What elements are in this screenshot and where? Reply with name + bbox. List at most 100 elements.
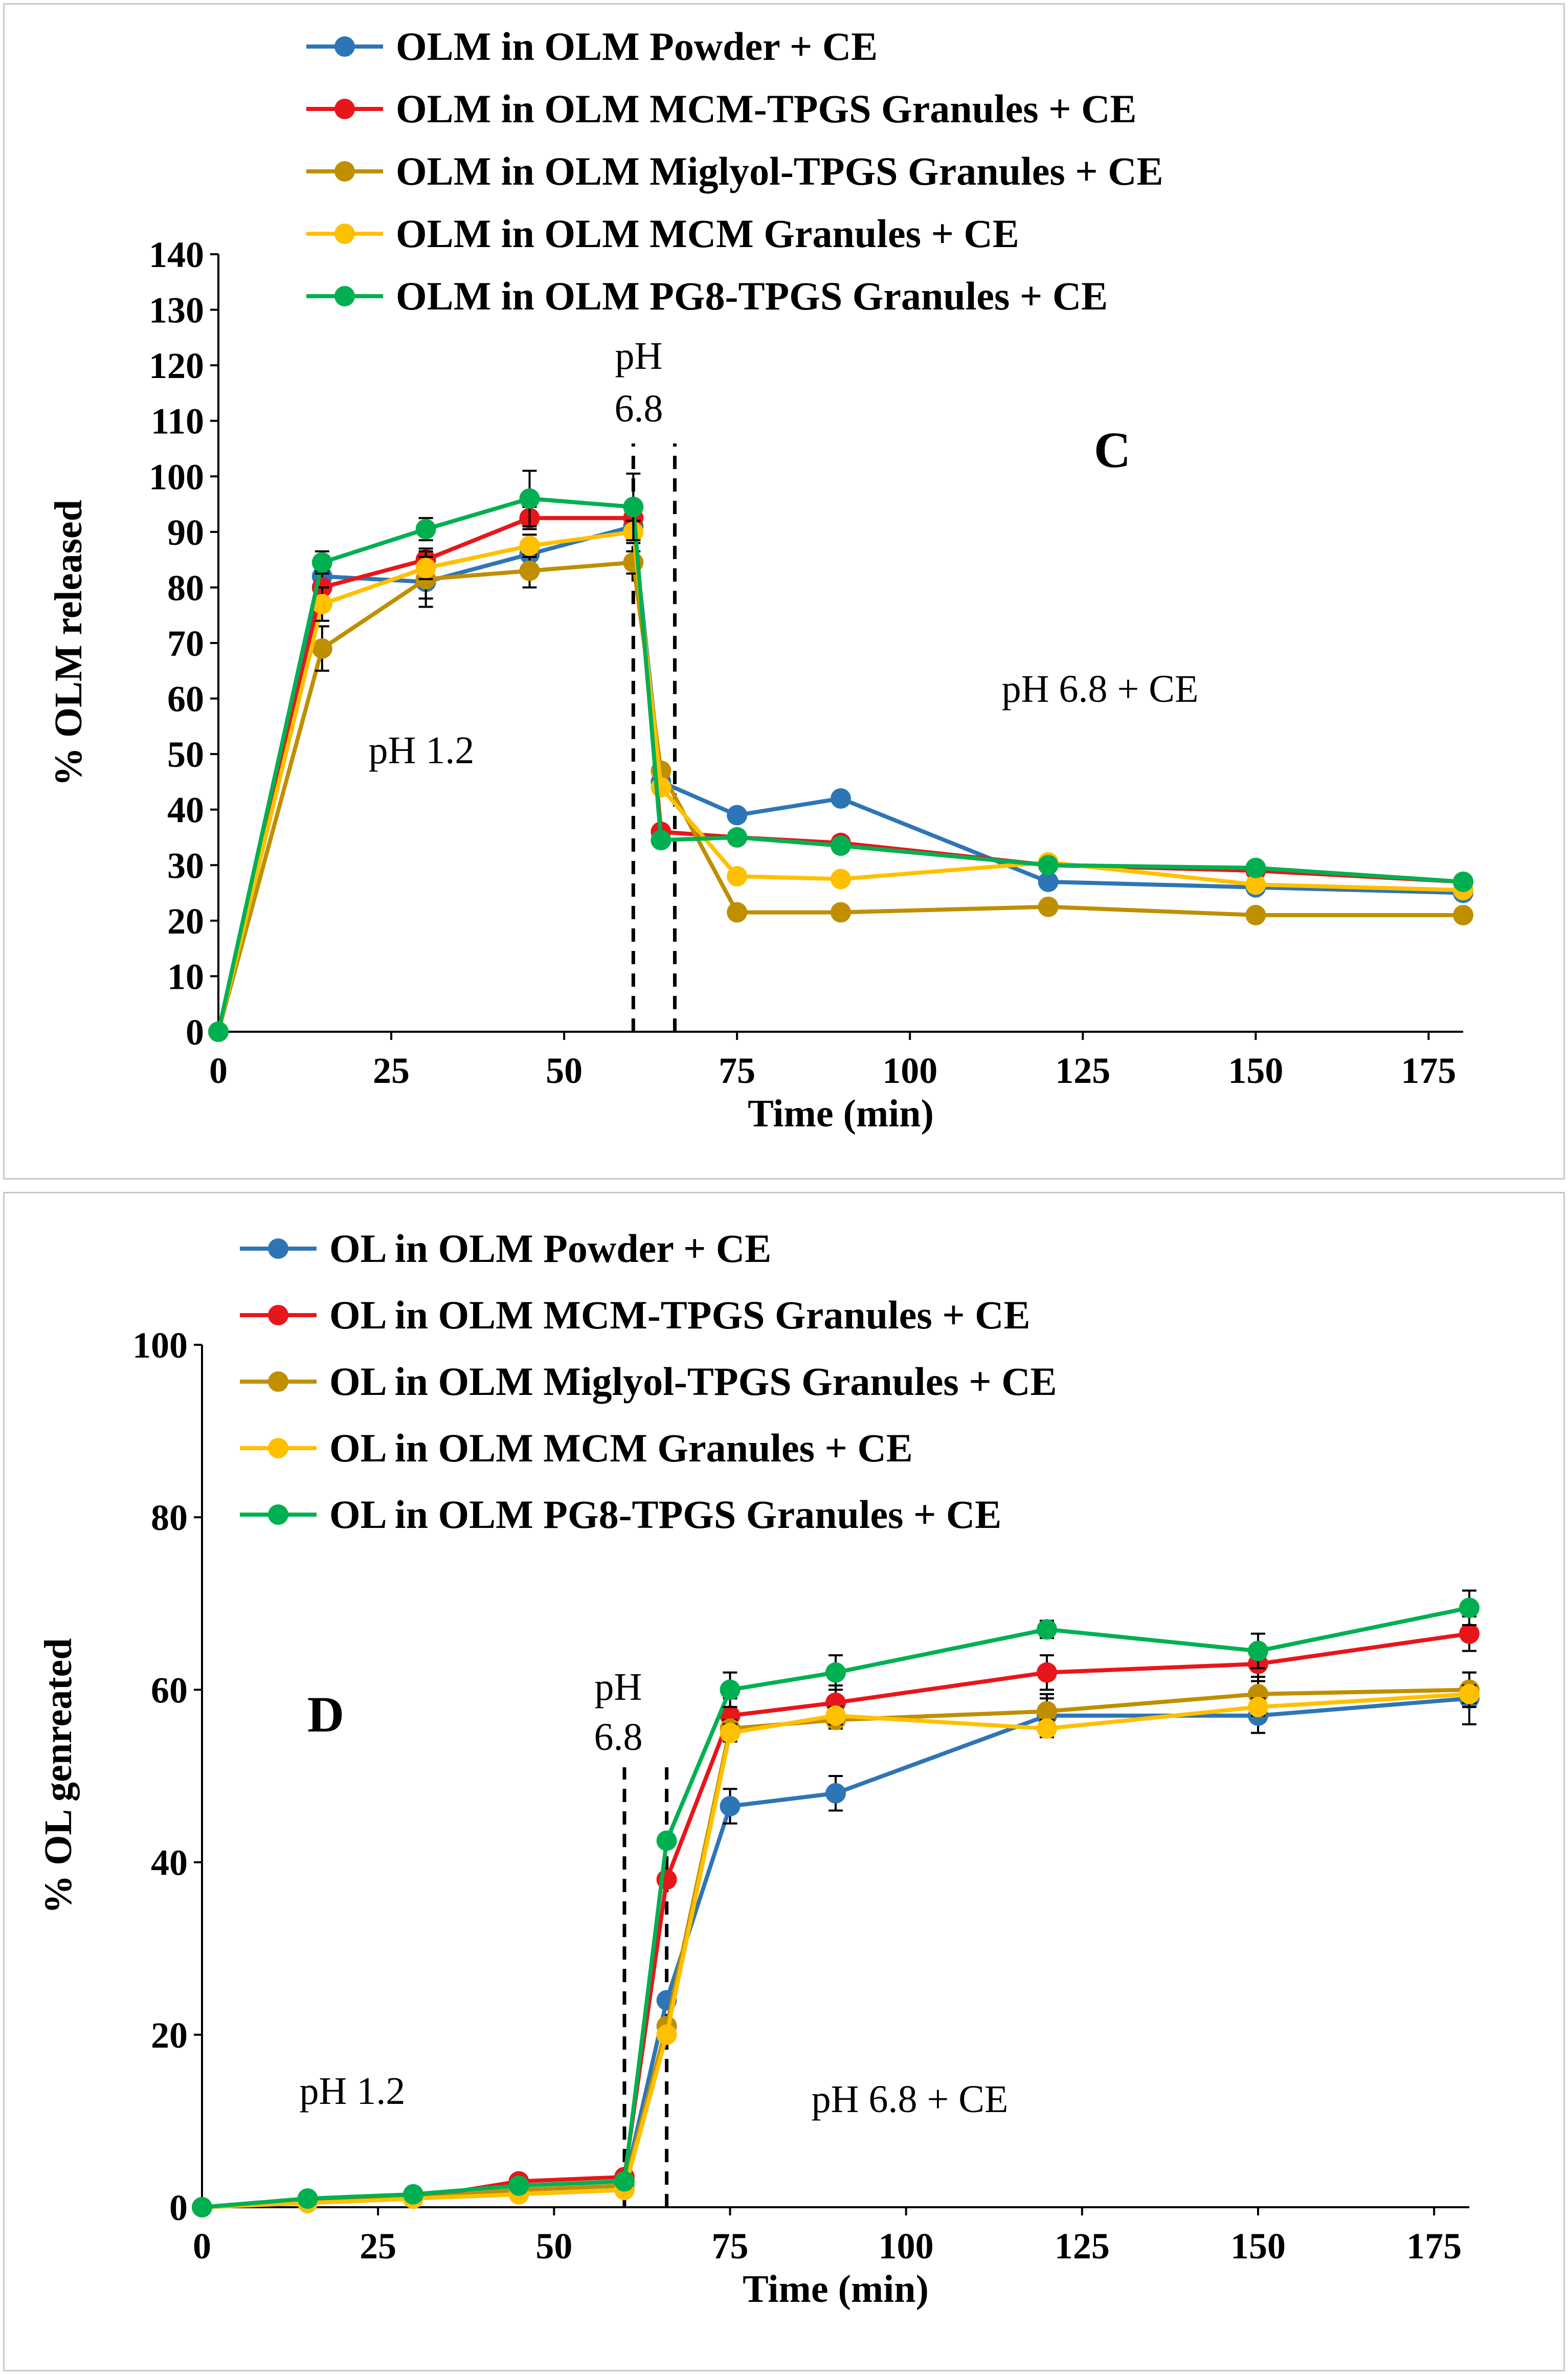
data-point xyxy=(415,558,436,579)
legend-swatch-marker xyxy=(268,1504,288,1525)
data-point xyxy=(651,777,671,798)
y-tick-label: 90 xyxy=(167,512,204,553)
data-point xyxy=(519,560,540,581)
y-tick-label: 40 xyxy=(151,1843,188,1883)
y-axis-title: % OLM released xyxy=(47,500,90,786)
data-point xyxy=(651,830,671,851)
data-point xyxy=(623,497,644,517)
ph-switch-label-line1: pH xyxy=(615,335,663,378)
legend-label: OLM in OLM MCM Granules + CE xyxy=(396,211,1019,256)
data-point xyxy=(1037,1701,1057,1722)
legend-swatch-marker xyxy=(334,224,355,244)
data-point xyxy=(727,827,748,848)
y-tick-label: 130 xyxy=(149,290,204,331)
data-point xyxy=(720,1796,741,1817)
data-point xyxy=(825,1783,846,1804)
data-point xyxy=(720,1722,741,1743)
data-point xyxy=(1037,1718,1057,1739)
x-tick-label: 0 xyxy=(209,1050,228,1091)
legend-swatch-marker xyxy=(334,286,355,306)
y-tick-label: 120 xyxy=(149,345,204,386)
data-point xyxy=(825,1662,846,1683)
panel-letter: D xyxy=(307,1686,344,1743)
x-tick-label: 125 xyxy=(1055,2226,1110,2267)
y-tick-label: 10 xyxy=(167,956,204,997)
data-point xyxy=(311,552,332,573)
y-tick-label: 80 xyxy=(167,567,204,608)
y-tick-label: 60 xyxy=(151,1670,188,1711)
y-tick-label: 110 xyxy=(151,401,204,442)
x-tick-label: 150 xyxy=(1230,2226,1286,2267)
data-point xyxy=(519,488,540,509)
data-point xyxy=(208,1022,229,1042)
ph-switch-label-line2: 6.8 xyxy=(615,387,663,430)
data-point xyxy=(1459,1683,1480,1704)
data-point xyxy=(1037,1662,1057,1683)
y-axis-title: % OL genreated xyxy=(37,1638,80,1914)
data-point xyxy=(311,638,332,659)
data-point xyxy=(1245,857,1266,878)
ph-switch-label-line2: 6.8 xyxy=(594,1716,643,1759)
x-axis-title: Time (min) xyxy=(743,2268,929,2311)
x-tick-label: 25 xyxy=(373,1050,410,1091)
ph-end-label: pH 6.8 + CE xyxy=(1002,668,1199,711)
data-point xyxy=(519,536,540,556)
y-tick-label: 20 xyxy=(151,2015,188,2056)
data-point xyxy=(831,869,851,890)
panel-letter: C xyxy=(1094,421,1131,478)
data-point xyxy=(1248,1640,1268,1661)
ph-start-label: pH 1.2 xyxy=(369,729,475,772)
data-point xyxy=(415,519,436,540)
x-tick-label: 0 xyxy=(193,2226,211,2267)
data-point xyxy=(1453,871,1473,892)
data-point xyxy=(508,2175,529,2196)
data-point xyxy=(720,1679,741,1700)
x-tick-label: 50 xyxy=(546,1050,583,1091)
data-point xyxy=(1245,874,1266,895)
data-point xyxy=(614,2171,635,2192)
data-point xyxy=(656,2024,677,2045)
legend-swatch-marker xyxy=(268,1438,288,1458)
y-tick-label: 100 xyxy=(149,456,204,497)
legend-label: OLM in OLM Powder + CE xyxy=(396,24,878,69)
data-point xyxy=(403,2184,423,2205)
ph-start-label: pH 1.2 xyxy=(300,2070,406,2113)
data-point xyxy=(831,788,851,809)
x-tick-label: 175 xyxy=(1401,1050,1456,1091)
x-tick-label: 150 xyxy=(1228,1050,1283,1091)
legend-label: OL in OLM Miglyol-TPGS Granules + CE xyxy=(329,1359,1057,1404)
legend-label: OLM in OLM MCM-TPGS Granules + CE xyxy=(396,86,1136,131)
legend-label: OLM in OLM Miglyol-TPGS Granules + CE xyxy=(396,149,1163,193)
legend-label: OL in OLM Powder + CE xyxy=(329,1226,771,1271)
x-tick-label: 100 xyxy=(882,1050,937,1091)
data-point xyxy=(1453,905,1473,925)
x-tick-label: 75 xyxy=(712,2226,749,2267)
legend-label: OL in OLM PG8-TPGS Granules + CE xyxy=(329,1492,1001,1537)
y-tick-label: 60 xyxy=(167,679,204,720)
data-point xyxy=(831,835,851,856)
y-tick-label: 100 xyxy=(132,1325,188,1366)
series-line xyxy=(216,524,1464,1032)
legend-label: OL in OLM MCM-TPGS Granules + CE xyxy=(329,1293,1031,1337)
series-line xyxy=(201,1696,1470,2209)
x-tick-label: 175 xyxy=(1406,2226,1462,2267)
y-tick-label: 50 xyxy=(167,734,204,775)
data-point xyxy=(727,902,748,923)
legend-swatch-marker xyxy=(334,161,355,182)
series-line xyxy=(216,529,1464,1032)
data-point xyxy=(1248,1697,1268,1718)
data-point xyxy=(1245,905,1266,925)
data-point xyxy=(1459,1623,1480,1644)
data-point xyxy=(297,2188,318,2209)
legend-label: OLM in OLM PG8-TPGS Granules + CE xyxy=(396,274,1108,318)
legend-swatch-marker xyxy=(268,1305,288,1325)
ph-switch-label-line1: pH xyxy=(595,1666,642,1708)
legend-swatch-marker xyxy=(268,1371,288,1392)
y-tick-label: 40 xyxy=(167,790,204,831)
data-point xyxy=(1038,871,1059,892)
panel-c: 0 10 20 30 40 50 60 70 80 90 100 110 120 130 140 0 25 50 7… xyxy=(3,3,1565,1180)
x-tick-label: 75 xyxy=(719,1050,755,1091)
data-point xyxy=(1038,855,1059,876)
y-tick-label: 0 xyxy=(169,2187,188,2228)
data-point xyxy=(192,2197,212,2217)
